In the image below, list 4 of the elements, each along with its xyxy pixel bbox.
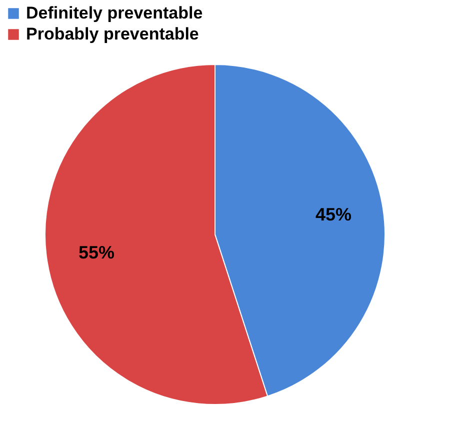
legend-label: Probably preventable [26, 24, 199, 44]
data-label: 55% [78, 242, 114, 262]
data-label: 45% [316, 204, 352, 225]
legend-label: Definitely preventable [26, 4, 203, 22]
